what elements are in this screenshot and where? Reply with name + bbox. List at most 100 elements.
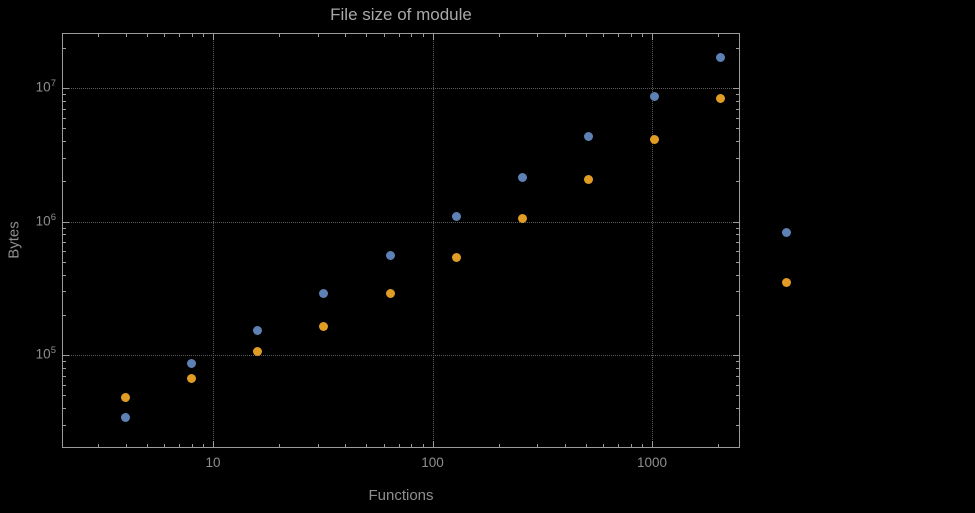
y-minor-tick: [63, 274, 66, 276]
x-minor-tick: [618, 34, 619, 37]
x-axis-label: Functions: [368, 487, 434, 504]
x-minor-tick: [191, 444, 193, 447]
y-major-tick: [63, 88, 69, 89]
x-minor-tick: [366, 34, 368, 37]
x-minor-tick: [383, 34, 385, 37]
x-minor-tick: [618, 444, 619, 447]
x-minor-tick: [366, 444, 368, 447]
data-point-series-orange: [649, 135, 659, 145]
x-minor-tick: [498, 444, 500, 447]
y-minor-tick: [63, 227, 66, 229]
y-minor-tick: [736, 117, 739, 119]
x-minor-tick: [537, 34, 539, 37]
y-tick-label: 106: [35, 211, 56, 229]
plot-frame: [62, 33, 740, 448]
y-minor-tick: [736, 408, 739, 410]
x-major-tick: [652, 441, 653, 447]
y-minor-tick: [736, 291, 739, 293]
x-minor-tick: [164, 444, 166, 447]
y-gridline: [62, 221, 740, 223]
y-minor-tick: [736, 367, 739, 369]
data-point-series-orange: [253, 346, 263, 356]
y-minor-tick: [63, 261, 66, 263]
x-major-tick: [432, 441, 434, 447]
data-point-series-orange: [121, 393, 131, 403]
y-minor-tick: [736, 361, 739, 363]
y-tick-exponent: 6: [50, 211, 56, 223]
x-minor-tick: [146, 34, 148, 37]
y-gridline: [62, 355, 740, 356]
x-minor-tick: [164, 34, 166, 37]
x-minor-tick: [398, 34, 400, 37]
y-minor-tick: [736, 128, 739, 130]
data-point-series-orange: [517, 214, 527, 224]
y-minor-tick: [63, 384, 66, 386]
x-minor-tick: [203, 34, 204, 37]
data-point-series-blue: [649, 91, 659, 101]
y-minor-tick: [736, 181, 739, 183]
y-minor-tick: [63, 361, 66, 363]
y-minor-tick: [63, 234, 66, 236]
y-minor-tick: [63, 242, 66, 244]
y-minor-tick: [63, 291, 66, 293]
x-minor-tick: [345, 444, 347, 447]
data-point-series-orange: [319, 321, 329, 331]
y-tick-exponent: 7: [50, 78, 56, 89]
x-gridline: [432, 33, 434, 448]
data-point-series-blue: [781, 227, 791, 237]
y-minor-tick: [63, 424, 66, 426]
y-minor-tick: [63, 181, 66, 183]
x-minor-tick: [279, 34, 281, 37]
data-point-series-orange: [451, 252, 461, 262]
y-minor-tick: [736, 227, 739, 229]
y-minor-tick: [736, 242, 739, 244]
y-major-tick: [63, 221, 69, 223]
data-point-series-orange: [715, 94, 725, 104]
y-minor-tick: [736, 424, 739, 426]
data-point-series-blue: [715, 52, 725, 62]
x-minor-tick: [191, 34, 193, 37]
x-minor-tick: [585, 34, 587, 37]
x-minor-tick: [564, 444, 566, 447]
x-minor-tick: [279, 444, 281, 447]
y-tick-label: 107: [35, 78, 56, 95]
y-minor-tick: [736, 47, 739, 49]
data-point-series-orange: [781, 277, 791, 287]
x-tick-label: 1000: [636, 455, 668, 470]
y-minor-tick: [736, 108, 739, 110]
data-point-series-blue: [121, 413, 131, 422]
data-point-series-orange: [583, 175, 593, 185]
x-minor-tick: [125, 34, 127, 37]
y-minor-tick: [736, 157, 739, 159]
y-minor-tick: [63, 375, 66, 377]
x-minor-tick: [411, 444, 413, 447]
y-minor-tick: [63, 314, 66, 316]
x-minor-tick: [603, 34, 605, 37]
y-minor-tick: [63, 251, 66, 253]
y-minor-tick: [736, 384, 739, 386]
x-minor-tick: [422, 34, 424, 37]
data-point-series-blue: [253, 326, 263, 336]
data-point-series-blue: [319, 288, 329, 298]
x-tick-label: 10: [205, 455, 221, 470]
x-minor-tick: [345, 34, 347, 37]
y-minor-tick: [63, 94, 66, 96]
data-point-series-blue: [385, 250, 395, 260]
x-minor-tick: [411, 34, 413, 37]
x-major-tick: [432, 34, 434, 40]
y-tick-exponent: 5: [50, 345, 56, 356]
y-major-tick: [63, 355, 69, 356]
y-major-tick: [733, 88, 739, 89]
x-minor-tick: [317, 34, 319, 37]
x-minor-tick: [98, 444, 100, 447]
x-minor-tick: [603, 444, 605, 447]
y-minor-tick: [63, 141, 66, 143]
y-minor-tick: [736, 141, 739, 143]
x-tick-label: 100: [421, 455, 444, 470]
y-minor-tick: [63, 395, 66, 397]
y-minor-tick: [63, 117, 66, 119]
y-minor-tick: [736, 234, 739, 236]
x-minor-tick: [585, 444, 587, 447]
